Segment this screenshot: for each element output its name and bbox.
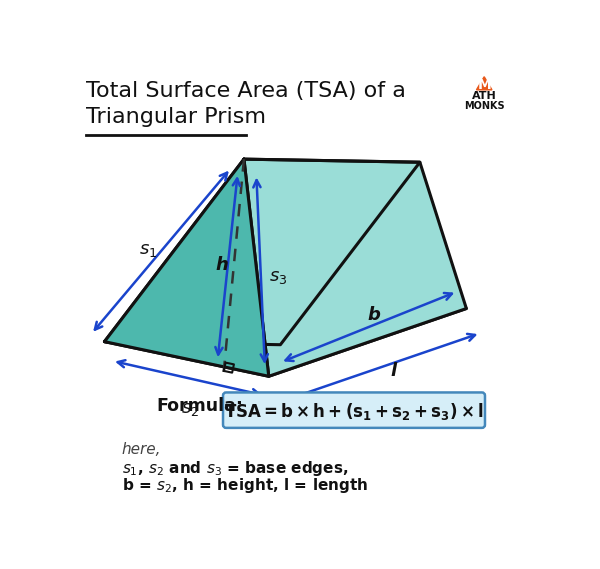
FancyBboxPatch shape [223, 393, 485, 428]
Text: $\mathbf{TSA = b \times h + (s_1 + s_2 + s_3) \times l}$: $\mathbf{TSA = b \times h + (s_1 + s_2 +… [224, 401, 484, 422]
Text: l: l [391, 362, 397, 380]
Text: ATH: ATH [472, 90, 497, 101]
Text: M: M [478, 78, 491, 92]
Polygon shape [104, 159, 420, 345]
Text: Total Surface Area (TSA) of a: Total Surface Area (TSA) of a [86, 81, 406, 101]
Text: $s_2$: $s_2$ [181, 399, 200, 418]
Text: Formula:: Formula: [157, 397, 244, 415]
Polygon shape [104, 159, 269, 376]
Polygon shape [104, 308, 466, 376]
Text: $s_3$: $s_3$ [269, 268, 287, 286]
Polygon shape [476, 77, 492, 90]
Text: h: h [216, 256, 229, 274]
Text: MONKS: MONKS [464, 101, 505, 110]
Text: b: b [367, 307, 380, 324]
Text: $s_1$, $s_2$ and $s_3$ = base edges,: $s_1$, $s_2$ and $s_3$ = base edges, [121, 459, 348, 477]
Text: b = $s_2$, h = height, l = length: b = $s_2$, h = height, l = length [121, 476, 368, 496]
Text: Triangular Prism: Triangular Prism [86, 107, 266, 127]
Text: here,: here, [121, 442, 161, 457]
Polygon shape [244, 159, 466, 376]
Text: $s_1$: $s_1$ [139, 241, 157, 259]
